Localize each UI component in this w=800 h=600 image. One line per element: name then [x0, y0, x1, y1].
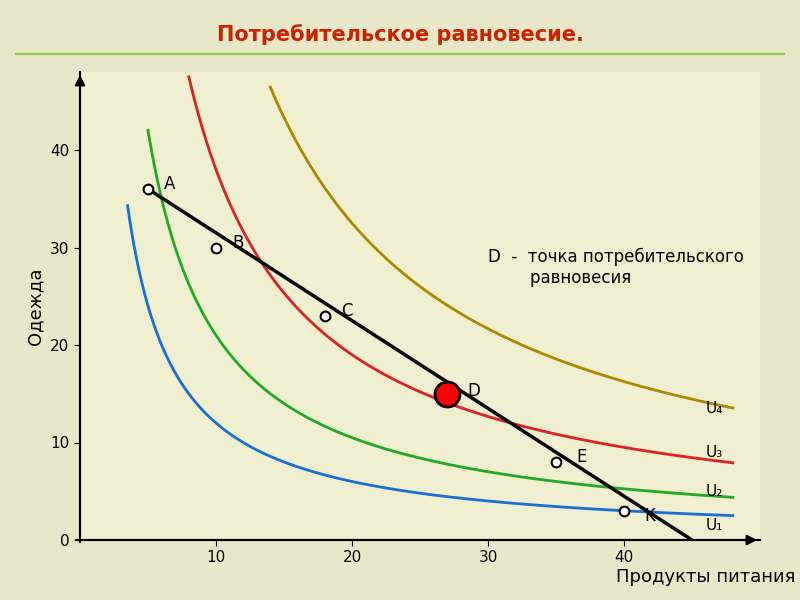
Text: A: A [164, 175, 176, 193]
X-axis label: Продукты питания: Продукты питания [616, 568, 795, 586]
Text: B: B [232, 233, 244, 251]
Text: Потребительское равновесие.: Потребительское равновесие. [217, 24, 583, 45]
Text: U₃: U₃ [706, 445, 723, 460]
Text: C: C [341, 302, 353, 320]
Text: D: D [467, 382, 481, 400]
Text: U₁: U₁ [706, 518, 723, 533]
Text: U₂: U₂ [706, 484, 723, 499]
Text: K: K [645, 506, 655, 524]
Text: U₄: U₄ [706, 401, 723, 416]
Text: D  -  точка потребительского
        равновесия: D - точка потребительского равновесия [488, 247, 744, 287]
Y-axis label: Одежда: Одежда [26, 267, 45, 345]
Text: E: E [576, 448, 586, 466]
